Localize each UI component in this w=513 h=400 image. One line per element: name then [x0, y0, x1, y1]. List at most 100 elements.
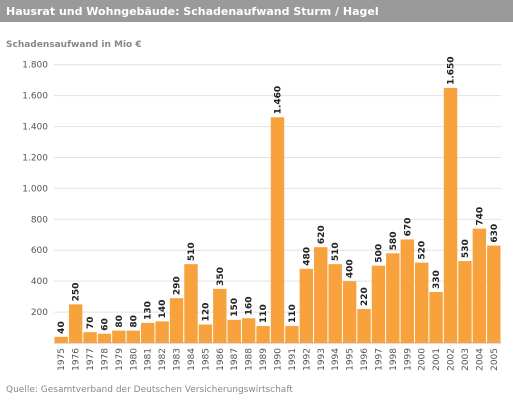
- bar: [112, 330, 126, 343]
- value-label: 740: [475, 207, 485, 226]
- x-tick-label: 2004: [475, 348, 485, 371]
- bar: [97, 333, 112, 343]
- bar: [458, 261, 472, 343]
- y-tick-label: 1.600: [22, 92, 48, 102]
- value-label: 620: [317, 225, 327, 244]
- bar: [68, 304, 83, 343]
- value-label: 510: [187, 242, 197, 261]
- x-tick-label: 1996: [360, 348, 370, 371]
- bar: [414, 262, 429, 343]
- y-tick-label: 800: [31, 215, 48, 225]
- bar: [54, 336, 68, 343]
- x-tick-label: 1992: [302, 348, 312, 371]
- x-tick-label: 1975: [57, 348, 67, 371]
- x-tick-label: 1999: [403, 348, 413, 371]
- bar: [83, 332, 97, 343]
- value-label: 140: [158, 300, 168, 319]
- value-label: 160: [245, 296, 255, 315]
- bar: [472, 228, 487, 343]
- x-tick-label: 1997: [374, 348, 384, 371]
- bar: [443, 87, 458, 344]
- value-label: 150: [230, 298, 240, 317]
- y-tick-label: 200: [31, 308, 48, 318]
- bar: [169, 298, 184, 343]
- value-label: 120: [201, 303, 211, 322]
- bar: [256, 325, 270, 343]
- title-bar: [0, 0, 513, 22]
- bar: [270, 117, 285, 343]
- x-tick-label: 1989: [259, 348, 269, 371]
- value-label: 220: [360, 287, 370, 306]
- bar: [198, 324, 213, 343]
- value-label: 80: [115, 315, 125, 328]
- value-label: 400: [346, 259, 356, 278]
- bar: [400, 239, 414, 343]
- bar: [357, 308, 371, 343]
- chart-subtitle: Schadensaufwand in Mio €: [6, 40, 142, 50]
- x-tick-label: 1980: [129, 348, 139, 371]
- source: Quelle: Gesamtverband der Deutschen Vers…: [6, 385, 293, 395]
- x-tick-label: 2001: [432, 348, 442, 371]
- value-label: 530: [461, 239, 471, 258]
- y-tick-label: 1.000: [22, 184, 48, 194]
- x-tick-label: 1995: [346, 348, 356, 371]
- x-tick-label: 1976: [72, 348, 82, 371]
- x-tick-label: 1990: [274, 348, 284, 371]
- bar: [227, 319, 241, 343]
- y-tick-label: 1.200: [22, 153, 48, 163]
- value-label: 250: [72, 283, 82, 302]
- x-tick-label: 1993: [317, 348, 327, 371]
- bar: [241, 318, 256, 343]
- y-tick-label: 600: [31, 246, 48, 256]
- y-tick-label: 1.800: [22, 61, 48, 71]
- bar: [314, 247, 328, 343]
- bar: [371, 265, 386, 343]
- y-tick-label: 1.400: [22, 123, 48, 133]
- bar: [141, 322, 155, 343]
- x-tick-label: 2000: [418, 348, 428, 371]
- x-tick-label: 1983: [173, 348, 183, 371]
- value-label: 60: [100, 318, 110, 331]
- bar: [328, 264, 342, 343]
- value-label: 80: [129, 315, 139, 328]
- value-label: 520: [418, 241, 428, 260]
- value-label: 290: [173, 276, 183, 295]
- x-tick-label: 1994: [331, 348, 341, 371]
- bar: [213, 288, 227, 343]
- value-label: 40: [57, 321, 67, 334]
- bar: [126, 330, 141, 343]
- value-label: 580: [389, 232, 399, 251]
- x-tick-label: 1981: [144, 348, 154, 371]
- x-tick-label: 1985: [201, 348, 211, 371]
- bar: [342, 281, 357, 343]
- value-label: 130: [144, 301, 154, 320]
- x-tick-label: 1988: [245, 348, 255, 371]
- value-label: 330: [432, 270, 442, 289]
- bar: [299, 268, 314, 343]
- value-label: 500: [374, 244, 384, 263]
- x-tick-label: 1991: [288, 348, 298, 371]
- y-tick-label: 400: [31, 277, 48, 287]
- x-tick-label: 2005: [490, 348, 500, 371]
- bar: [155, 321, 169, 343]
- value-label: 1.460: [274, 86, 284, 114]
- x-tick-label: 1998: [389, 348, 399, 371]
- x-tick-label: 1982: [158, 348, 168, 371]
- bar: [386, 253, 400, 343]
- value-label: 480: [302, 247, 312, 266]
- bar: [487, 245, 501, 343]
- value-label: 1.650: [447, 56, 457, 84]
- x-tick-label: 1987: [230, 348, 240, 371]
- value-label: 350: [216, 267, 226, 286]
- bar: [285, 325, 299, 343]
- x-tick-label: 1979: [115, 348, 125, 371]
- x-tick-label: 1977: [86, 348, 96, 371]
- x-tick-label: 2002: [447, 348, 457, 371]
- value-label: 630: [490, 224, 500, 243]
- x-tick-label: 1978: [100, 348, 110, 371]
- value-label: 510: [331, 242, 341, 261]
- bar: [429, 291, 443, 343]
- x-tick-label: 2003: [461, 348, 471, 371]
- value-label: 670: [403, 218, 413, 237]
